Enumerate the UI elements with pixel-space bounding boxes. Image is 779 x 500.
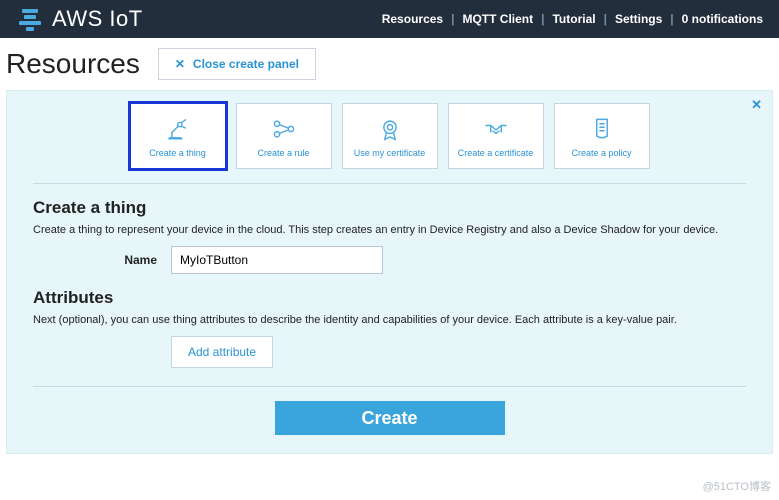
attributes-description: Next (optional), you can use thing attri…: [33, 314, 746, 326]
close-create-panel-label: Close create panel: [193, 57, 299, 71]
top-nav: AWS IoT Resources | MQTT Client | Tutori…: [0, 0, 779, 38]
close-create-panel-button[interactable]: ✕ Close create panel: [158, 48, 316, 80]
add-attribute-button[interactable]: Add attribute: [171, 336, 273, 368]
nav-notifications[interactable]: 0 notifications: [682, 12, 763, 26]
handshake-icon: [481, 114, 511, 144]
nav-mqtt-client[interactable]: MQTT Client: [462, 12, 533, 26]
nav-separator: |: [670, 12, 673, 26]
nav-tutorial[interactable]: Tutorial: [552, 12, 595, 26]
robot-arm-icon: [163, 114, 193, 144]
tile-create-policy[interactable]: Create a policy: [554, 103, 650, 169]
watermark-text: @51CTO博客: [703, 478, 771, 494]
name-label: Name: [33, 253, 157, 267]
tile-label: Create a thing: [149, 148, 206, 158]
document-icon: [587, 114, 617, 144]
create-thing-description: Create a thing to represent your device …: [33, 224, 746, 236]
aws-iot-logo-icon: [16, 5, 44, 33]
badge-icon: [375, 114, 405, 144]
divider: [33, 386, 746, 387]
tile-row: Create a thing Create a rule Use my cert…: [33, 103, 746, 169]
nav-resources[interactable]: Resources: [382, 12, 443, 26]
divider: [33, 183, 746, 184]
tile-create-thing[interactable]: Create a thing: [130, 103, 226, 169]
tile-create-rule[interactable]: Create a rule: [236, 103, 332, 169]
brand-text: AWS IoT: [52, 6, 143, 32]
nav-settings[interactable]: Settings: [615, 12, 662, 26]
tile-use-my-certificate[interactable]: Use my certificate: [342, 103, 438, 169]
tile-label: Use my certificate: [354, 148, 426, 158]
nav-links: Resources | MQTT Client | Tutorial | Set…: [382, 12, 763, 26]
close-icon: ✕: [175, 57, 185, 71]
page-header: Resources ✕ Close create panel: [0, 38, 779, 86]
create-panel: ✕ Create a thing Create a rule Use my ce…: [6, 90, 773, 454]
panel-close-icon[interactable]: ✕: [751, 97, 762, 113]
page-title: Resources: [6, 48, 140, 80]
tile-label: Create a rule: [257, 148, 309, 158]
nav-separator: |: [541, 12, 544, 26]
tile-label: Create a policy: [571, 148, 631, 158]
name-input[interactable]: [171, 246, 383, 274]
attributes-heading: Attributes: [33, 288, 746, 308]
nav-separator: |: [604, 12, 607, 26]
tile-label: Create a certificate: [458, 148, 534, 158]
tile-create-certificate[interactable]: Create a certificate: [448, 103, 544, 169]
create-button[interactable]: Create: [275, 401, 505, 435]
nodes-icon: [269, 114, 299, 144]
name-row: Name: [33, 246, 746, 274]
nav-separator: |: [451, 12, 454, 26]
create-thing-heading: Create a thing: [33, 198, 746, 218]
brand-area: AWS IoT: [16, 5, 143, 33]
